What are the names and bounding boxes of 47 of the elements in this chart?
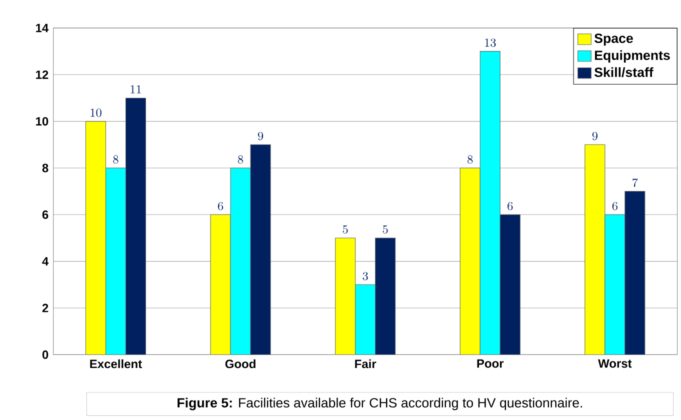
- data-label: 6: [508, 202, 513, 210]
- bar: [375, 238, 396, 355]
- data-label: 5: [342, 225, 348, 234]
- bar: [335, 238, 356, 355]
- bar: [460, 168, 480, 355]
- data-label: 6: [218, 202, 224, 210]
- x-tick-label: Poor: [477, 359, 504, 368]
- bar: [480, 51, 500, 355]
- data-label: 9: [258, 132, 264, 140]
- bar: [210, 214, 231, 355]
- bar: [125, 98, 146, 355]
- y-tick-label: 12: [36, 70, 48, 79]
- data-label: 10: [90, 108, 102, 117]
- data-label: 7: [632, 178, 638, 187]
- data-label: 13: [485, 38, 496, 47]
- legend-label: Equipments: [594, 50, 670, 63]
- data-label: 8: [113, 155, 118, 164]
- y-tick-label: 10: [36, 117, 48, 126]
- y-tick-label: 2: [42, 304, 48, 312]
- x-tick-label: Fair: [355, 359, 376, 368]
- bar: [85, 121, 106, 355]
- data-label: 6: [612, 202, 618, 210]
- bar: [604, 214, 626, 355]
- bar: [624, 191, 646, 355]
- data-label: 9: [592, 132, 598, 140]
- y-tick-label: 6: [42, 210, 48, 219]
- data-label: 8: [468, 155, 473, 164]
- bar: [250, 144, 271, 355]
- legend-label: Skill/staff: [594, 67, 654, 78]
- legend-label: Space: [594, 34, 633, 46]
- x-tick-label: Good: [225, 359, 256, 368]
- data-label: 3: [362, 272, 368, 280]
- y-tick-label: 4: [42, 257, 49, 266]
- bar: [105, 168, 126, 355]
- y-tick-label: 14: [36, 24, 49, 32]
- bar: [584, 144, 606, 355]
- data-label: 11: [130, 85, 141, 94]
- bar: [500, 214, 520, 355]
- bar: [355, 284, 376, 355]
- data-label: 5: [382, 225, 388, 234]
- x-tick-label: Worst: [598, 359, 632, 368]
- x-tick-label: Excellent: [90, 359, 142, 368]
- y-tick-label: 0: [42, 350, 48, 359]
- data-label: 8: [238, 155, 244, 164]
- text: Figure 5: Facilities available for CHS according to HV questionnaire.: [178, 398, 582, 410]
- y-tick-label: 8: [42, 164, 48, 172]
- bar: [230, 168, 251, 355]
